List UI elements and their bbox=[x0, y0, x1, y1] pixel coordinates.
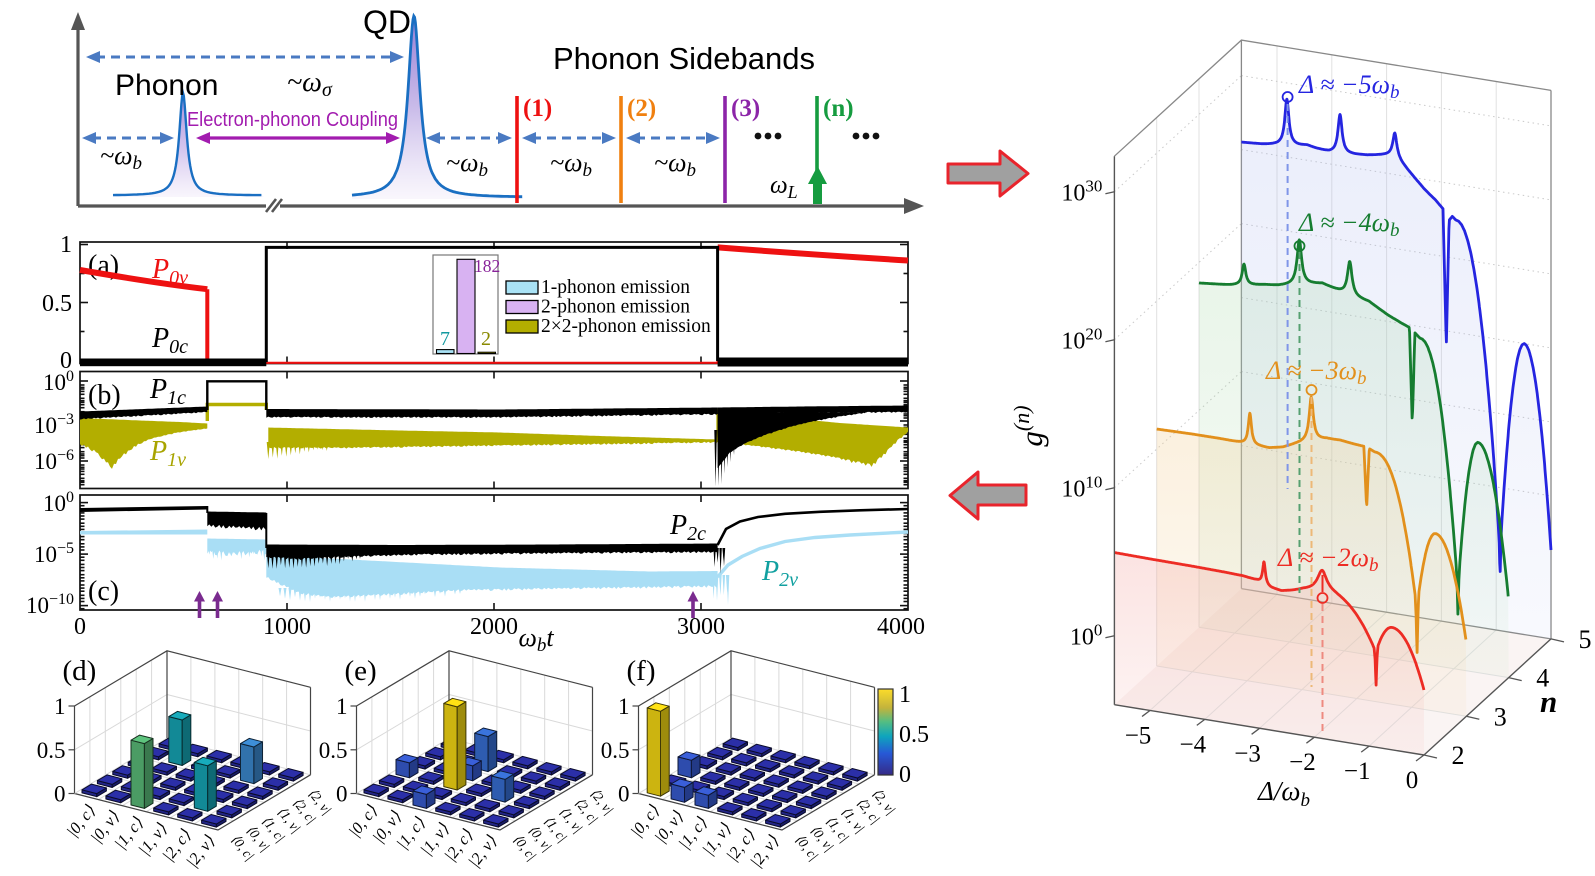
svg-text:P2v: P2v bbox=[761, 556, 798, 591]
svg-text:(b): (b) bbox=[88, 380, 121, 411]
svg-text:Δ ≈ −2ωb: Δ ≈ −2ωb bbox=[1277, 543, 1378, 576]
svg-text:182: 182 bbox=[474, 256, 500, 276]
svg-text:1000: 1000 bbox=[263, 614, 311, 640]
svg-text:2: 2 bbox=[1452, 741, 1465, 770]
svg-text:0: 0 bbox=[54, 782, 66, 807]
svg-text:ωbt: ωbt bbox=[518, 623, 554, 656]
svg-text:−2: −2 bbox=[1289, 749, 1316, 776]
svg-text:−4: −4 bbox=[1179, 731, 1206, 758]
svg-text:−1: −1 bbox=[1344, 758, 1371, 785]
svg-text:(1): (1) bbox=[523, 95, 552, 122]
svg-text:~ωb: ~ωb bbox=[550, 148, 592, 181]
svg-text:P2c: P2c bbox=[669, 510, 706, 545]
svg-text:Δ ≈ −4ωb: Δ ≈ −4ωb bbox=[1298, 208, 1399, 241]
svg-text:Phonon: Phonon bbox=[115, 69, 218, 102]
svg-text:2000: 2000 bbox=[470, 614, 518, 640]
svg-text:1: 1 bbox=[899, 682, 911, 708]
svg-text:n: n bbox=[1540, 684, 1557, 719]
svg-text:0: 0 bbox=[60, 348, 72, 374]
svg-text:Phonon Sidebands: Phonon Sidebands bbox=[553, 41, 815, 76]
svg-text:Electron-phonon Coupling: Electron-phonon Coupling bbox=[187, 109, 398, 131]
svg-text:0.5: 0.5 bbox=[319, 738, 348, 763]
svg-text:Δ ≈ −3ωb: Δ ≈ −3ωb bbox=[1265, 356, 1366, 389]
svg-text:10−6: 10−6 bbox=[34, 447, 74, 474]
svg-text:−3: −3 bbox=[1234, 740, 1261, 767]
svg-text:(3): (3) bbox=[731, 95, 760, 122]
svg-text:(d): (d) bbox=[63, 655, 97, 687]
svg-text:P0c: P0c bbox=[151, 323, 188, 358]
svg-text:1030: 1030 bbox=[1061, 177, 1102, 207]
svg-text:100: 100 bbox=[43, 489, 74, 516]
svg-text:100: 100 bbox=[1070, 621, 1103, 651]
svg-text:1: 1 bbox=[60, 232, 72, 258]
svg-text:1-phonon emission: 1-phonon emission bbox=[541, 277, 690, 298]
svg-text:~ωb: ~ωb bbox=[100, 141, 142, 174]
svg-text:QD: QD bbox=[363, 4, 411, 40]
svg-text:3000: 3000 bbox=[677, 614, 725, 640]
svg-text:100: 100 bbox=[43, 368, 74, 395]
svg-text:(e): (e) bbox=[345, 655, 377, 687]
svg-text:Δ/ωb: Δ/ωb bbox=[1257, 776, 1310, 811]
svg-text:2×2-phonon emission: 2×2-phonon emission bbox=[541, 316, 711, 337]
svg-text:10−10: 10−10 bbox=[26, 591, 74, 618]
svg-text:(2): (2) bbox=[627, 95, 656, 122]
svg-text:0: 0 bbox=[1406, 767, 1419, 794]
svg-text:0.5: 0.5 bbox=[899, 722, 929, 748]
svg-text:3: 3 bbox=[1494, 702, 1507, 731]
svg-text:1: 1 bbox=[54, 694, 66, 719]
svg-text:0: 0 bbox=[74, 614, 86, 640]
svg-text:~ωb: ~ωb bbox=[446, 148, 488, 181]
svg-text:10−5: 10−5 bbox=[34, 540, 74, 567]
svg-text:0.5: 0.5 bbox=[601, 738, 630, 763]
svg-text:2: 2 bbox=[481, 328, 491, 350]
svg-text:Δ ≈ −5ωb: Δ ≈ −5ωb bbox=[1298, 70, 1399, 103]
svg-text:P1v: P1v bbox=[149, 436, 186, 471]
svg-text:0: 0 bbox=[618, 782, 630, 807]
svg-text:g(n): g(n) bbox=[1009, 405, 1049, 446]
svg-text:0: 0 bbox=[336, 782, 348, 807]
svg-text:1: 1 bbox=[618, 694, 630, 719]
svg-text:0.5: 0.5 bbox=[42, 291, 72, 317]
svg-text:10−3: 10−3 bbox=[34, 411, 74, 438]
svg-text:5: 5 bbox=[1579, 625, 1592, 654]
svg-text:(n): (n) bbox=[823, 95, 854, 122]
svg-text:7: 7 bbox=[440, 328, 450, 350]
svg-text:4000: 4000 bbox=[877, 614, 925, 640]
svg-text:2-phonon emission: 2-phonon emission bbox=[541, 297, 690, 318]
svg-text:0: 0 bbox=[899, 762, 911, 788]
svg-text:1: 1 bbox=[336, 694, 348, 719]
svg-text:−5: −5 bbox=[1125, 723, 1152, 750]
svg-text:~ωb: ~ωb bbox=[654, 148, 696, 181]
svg-text:4: 4 bbox=[1536, 664, 1549, 693]
svg-text:(f): (f) bbox=[627, 655, 656, 687]
svg-text:(c): (c) bbox=[88, 576, 119, 607]
svg-text:0.5: 0.5 bbox=[37, 738, 66, 763]
svg-text:P1c: P1c bbox=[149, 374, 186, 409]
svg-text:~ωσ: ~ωσ bbox=[287, 67, 333, 101]
svg-text:1010: 1010 bbox=[1061, 473, 1102, 503]
svg-text:1020: 1020 bbox=[1061, 325, 1102, 355]
svg-text:ωL: ωL bbox=[770, 172, 798, 202]
